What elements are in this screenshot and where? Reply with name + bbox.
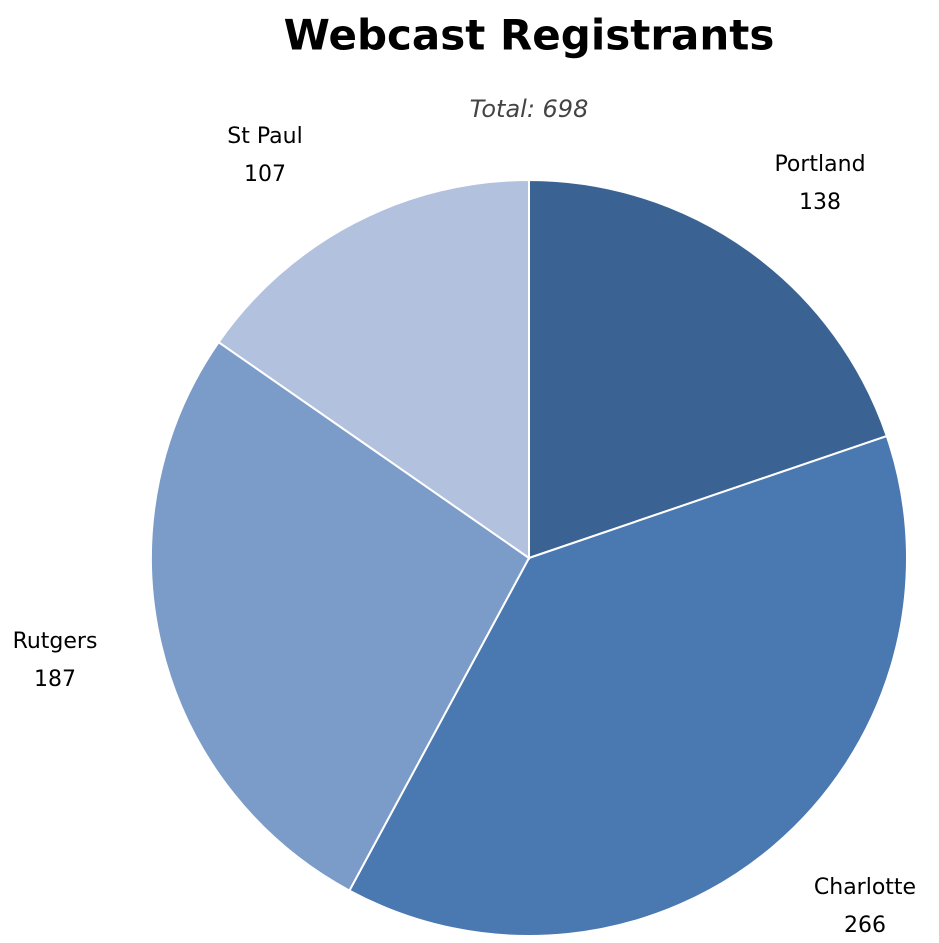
slice-value: 107 — [244, 162, 286, 187]
slice-label: Portland — [774, 152, 865, 177]
pie-slice — [150, 340, 531, 892]
pie-slice — [528, 178, 889, 560]
slice-value: 138 — [799, 190, 841, 215]
slice-label: St Paul — [227, 124, 302, 149]
slice-label: Charlotte — [814, 875, 916, 900]
pie-slice — [348, 434, 908, 937]
chart-title: Webcast Registrants — [284, 11, 775, 60]
chart-subtitle: Total: 698 — [470, 95, 589, 123]
pie-slice — [217, 178, 530, 560]
slice-value: 187 — [34, 667, 76, 692]
slice-label: Rutgers — [13, 629, 98, 654]
slice-value: 266 — [844, 913, 886, 938]
